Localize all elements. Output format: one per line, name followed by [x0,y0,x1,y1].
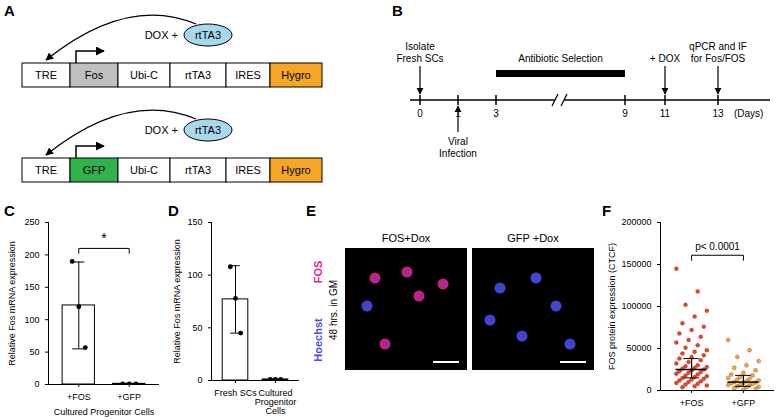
svg-text:100: 100 [187,270,202,280]
svg-text:Cultured Progenitor Cells: Cultured Progenitor Cells [54,407,155,417]
svg-text:Fresh SCs: Fresh SCs [214,388,257,398]
svg-text:Ubi-C: Ubi-C [130,164,158,176]
svg-text:Isolate: Isolate [405,41,435,52]
svg-text:150: 150 [187,217,202,227]
svg-text:DOX +: DOX + [145,124,178,136]
svg-text:Relative Fos mRNA expression: Relative Fos mRNA expression [7,241,17,366]
svg-text:C: C [4,202,15,219]
svg-text:E: E [306,202,316,219]
svg-text:200: 200 [24,250,39,260]
svg-text:Ubi-C: Ubi-C [130,69,158,81]
svg-text:+GFP: +GFP [732,398,756,408]
svg-text:IRES: IRES [235,164,261,176]
svg-text:qPCR and IF: qPCR and IF [689,41,747,52]
svg-text:0: 0 [197,375,202,385]
svg-text:rtTA3: rtTA3 [185,69,211,81]
svg-text:200000: 200000 [621,217,651,227]
svg-text:250: 250 [24,217,39,227]
svg-text:+FOS: +FOS [67,392,91,402]
svg-text:FOS protein expression (CTCF): FOS protein expression (CTCF) [607,243,617,370]
svg-text:150: 150 [24,282,39,292]
svg-text:TRE: TRE [35,164,57,176]
svg-text:F: F [602,202,611,219]
svg-text:FOS: FOS [312,261,324,284]
svg-text:+ DOX: + DOX [650,53,681,64]
svg-text:rtTA3: rtTA3 [195,29,221,41]
svg-text:Fos: Fos [85,69,104,81]
svg-text:rtTA3: rtTA3 [185,164,211,176]
svg-text:0: 0 [646,385,651,395]
svg-text:+GFP: +GFP [117,392,141,402]
svg-text:IRES: IRES [235,69,261,81]
svg-text:p< 0.0001: p< 0.0001 [695,241,740,252]
svg-text:Relative Fos mRNA expression: Relative Fos mRNA expression [172,239,182,364]
svg-text:TRE: TRE [35,69,57,81]
svg-text:0: 0 [34,379,39,389]
svg-text:100000: 100000 [621,301,651,311]
svg-text:3: 3 [493,108,499,119]
svg-text:DOX +: DOX + [145,29,178,41]
svg-text:100: 100 [24,315,39,325]
svg-text:50000: 50000 [626,343,651,353]
svg-text:A: A [4,2,15,19]
svg-text:Fresh SCs: Fresh SCs [396,53,443,64]
svg-text:GFP +Dox: GFP +Dox [507,232,559,244]
svg-text:50: 50 [192,323,202,333]
svg-text:Antibiotic Selection: Antibiotic Selection [518,53,603,64]
svg-text:B: B [392,2,403,19]
svg-text:GFP: GFP [83,164,106,176]
svg-text:1: 1 [455,108,461,119]
svg-text:rtTA3: rtTA3 [195,124,221,136]
svg-text:D: D [168,202,179,219]
svg-text:(Days): (Days) [734,108,763,119]
svg-text:Hygro: Hygro [281,164,310,176]
svg-text:50: 50 [29,347,39,357]
svg-text:*: * [101,230,107,246]
svg-text:Infection: Infection [439,148,477,159]
svg-text:150000: 150000 [621,259,651,269]
svg-text:Hoechst: Hoechst [312,318,324,362]
svg-text:+FOS: +FOS [680,398,704,408]
svg-text:CulturedProgenitorCells: CulturedProgenitorCells [255,388,297,416]
svg-text:Hygro: Hygro [281,69,310,81]
svg-text:48 hrs. in GM: 48 hrs. in GM [328,280,339,340]
svg-text:FOS+Dox: FOS+Dox [382,232,431,244]
svg-text:11: 11 [660,108,671,119]
svg-text:13: 13 [712,108,724,119]
svg-text:0: 0 [417,108,423,119]
svg-text:for Fos/FOS: for Fos/FOS [691,53,746,64]
svg-text:Viral: Viral [448,136,468,147]
svg-text:9: 9 [622,108,628,119]
